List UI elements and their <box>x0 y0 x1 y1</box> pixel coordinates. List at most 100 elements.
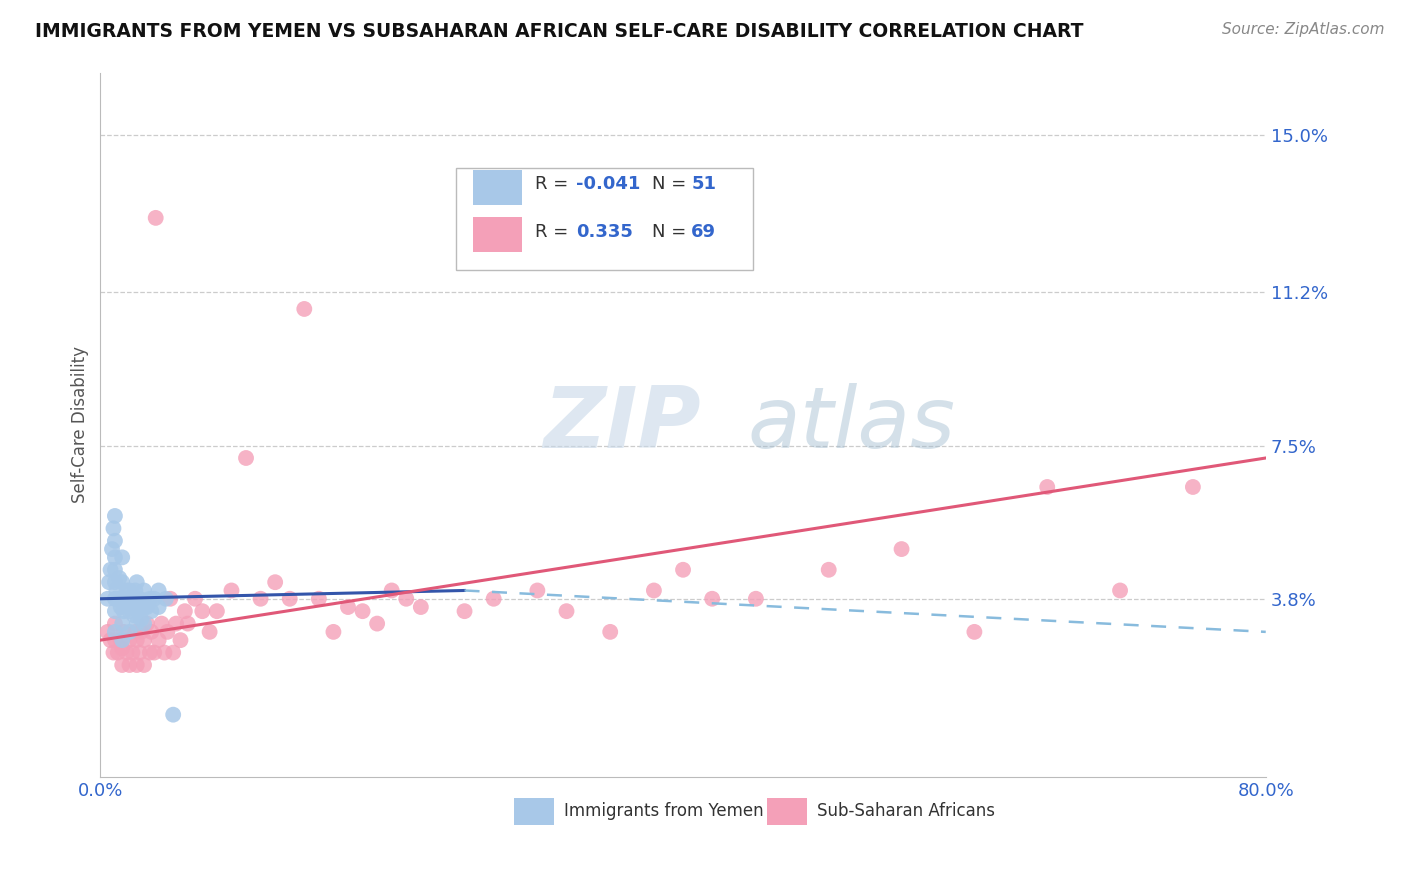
FancyBboxPatch shape <box>474 218 522 252</box>
Point <box>482 591 505 606</box>
Text: -0.041: -0.041 <box>576 175 640 194</box>
Point <box>120 591 142 606</box>
Point <box>104 604 127 618</box>
Point <box>118 658 141 673</box>
Point <box>100 563 122 577</box>
Point <box>599 624 621 639</box>
Point <box>112 604 135 618</box>
Point <box>128 591 150 606</box>
Point <box>150 616 173 631</box>
Point <box>110 600 132 615</box>
Point <box>124 624 146 639</box>
Point <box>366 616 388 631</box>
Point <box>145 211 167 225</box>
Text: N =: N = <box>651 223 692 241</box>
Point <box>124 583 146 598</box>
Point <box>104 591 127 606</box>
Point <box>153 646 176 660</box>
Point <box>107 646 129 660</box>
Point <box>118 604 141 618</box>
Text: atlas: atlas <box>747 384 955 467</box>
Point <box>111 633 134 648</box>
Point <box>141 604 163 618</box>
Point <box>139 591 162 606</box>
Point <box>104 616 127 631</box>
Point <box>107 591 129 606</box>
Point <box>352 604 374 618</box>
Point <box>381 583 404 598</box>
Text: 69: 69 <box>692 223 716 241</box>
Point <box>156 624 179 639</box>
Point <box>1109 583 1132 598</box>
Point <box>249 591 271 606</box>
Point <box>132 658 155 673</box>
Point <box>132 616 155 631</box>
Point <box>128 646 150 660</box>
Point <box>890 542 912 557</box>
Point <box>97 591 120 606</box>
Point <box>129 624 152 639</box>
Point <box>337 600 360 615</box>
Point <box>115 583 138 598</box>
Text: 0.335: 0.335 <box>576 223 633 241</box>
Point <box>104 563 127 577</box>
Point <box>1181 480 1204 494</box>
Point <box>169 633 191 648</box>
Point <box>235 450 257 465</box>
Text: R =: R = <box>536 175 574 194</box>
Point <box>322 624 344 639</box>
Text: ZIP: ZIP <box>543 384 700 467</box>
Text: R =: R = <box>536 223 574 241</box>
Point <box>121 600 143 615</box>
Point <box>643 583 665 598</box>
Point <box>141 624 163 639</box>
Point <box>672 563 695 577</box>
Point <box>132 600 155 615</box>
Point <box>409 600 432 615</box>
Point <box>129 612 152 626</box>
Point <box>111 641 134 656</box>
Point <box>162 646 184 660</box>
Text: Source: ZipAtlas.com: Source: ZipAtlas.com <box>1222 22 1385 37</box>
Point <box>453 604 475 618</box>
Point <box>148 633 170 648</box>
Point <box>98 575 121 590</box>
Point <box>132 583 155 598</box>
Point <box>100 633 122 648</box>
Point <box>148 583 170 598</box>
Point <box>114 591 136 606</box>
Point <box>104 508 127 523</box>
Point <box>308 591 330 606</box>
Point <box>104 624 127 639</box>
Point <box>278 591 301 606</box>
FancyBboxPatch shape <box>456 168 754 270</box>
Point <box>103 521 125 535</box>
Point <box>526 583 548 598</box>
Point <box>136 616 159 631</box>
Point <box>127 604 149 618</box>
Point <box>817 563 839 577</box>
Point <box>103 646 125 660</box>
Point <box>111 550 134 565</box>
Point <box>111 658 134 673</box>
Point <box>112 624 135 639</box>
Point <box>125 575 148 590</box>
Point <box>191 604 214 618</box>
Point <box>131 596 153 610</box>
Point <box>125 616 148 631</box>
Point <box>143 646 166 660</box>
Point <box>111 591 134 606</box>
Point <box>205 604 228 618</box>
Y-axis label: Self-Care Disability: Self-Care Disability <box>72 346 89 503</box>
Text: N =: N = <box>651 175 692 194</box>
Text: Sub-Saharan Africans: Sub-Saharan Africans <box>817 802 995 820</box>
FancyBboxPatch shape <box>515 797 554 824</box>
Point <box>745 591 768 606</box>
Point <box>125 600 148 615</box>
Point <box>155 591 177 606</box>
Point <box>702 591 724 606</box>
Text: IMMIGRANTS FROM YEMEN VS SUBSAHARAN AFRICAN SELF-CARE DISABILITY CORRELATION CHA: IMMIGRANTS FROM YEMEN VS SUBSAHARAN AFRI… <box>35 22 1084 41</box>
Point <box>963 624 986 639</box>
Point <box>104 533 127 548</box>
Point <box>264 575 287 590</box>
